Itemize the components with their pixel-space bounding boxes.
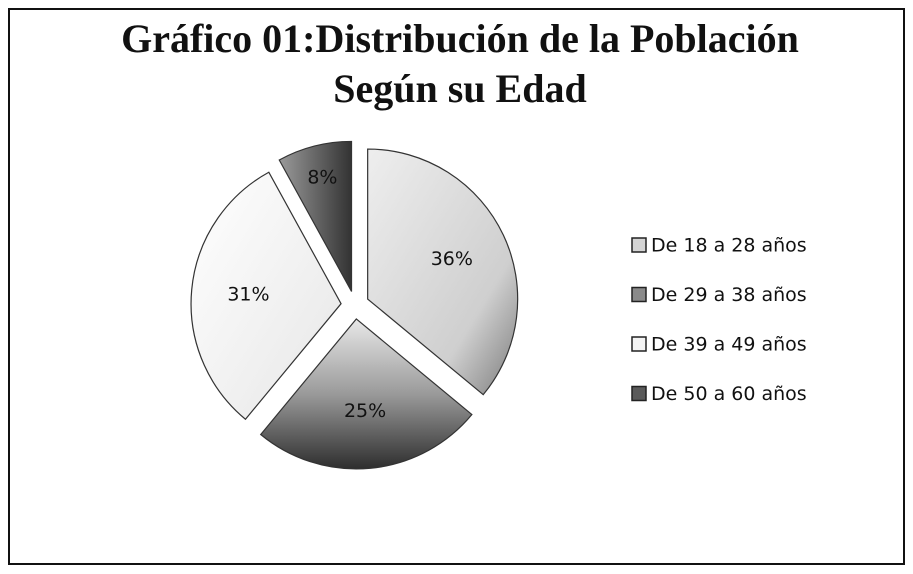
pie-slice [367, 148, 519, 396]
chart-frame [8, 8, 905, 565]
legend-label: De 29 a 38 años [651, 284, 807, 306]
data-label: 25% [344, 400, 386, 422]
pie-slice [190, 171, 342, 421]
data-label: 8% [307, 167, 337, 189]
pie-slice [259, 318, 473, 470]
legend-label: De 50 a 60 años [651, 383, 807, 405]
data-label: 31% [227, 283, 269, 305]
data-label: 36% [431, 248, 473, 270]
legend-label: De 18 a 28 años [651, 235, 807, 257]
legend-swatch [631, 237, 647, 253]
pie-slice [278, 140, 353, 292]
legend-swatch [631, 336, 647, 352]
chart-title: Gráfico 01:Distribución de la Población … [121, 16, 799, 111]
legend-label: De 39 a 49 años [651, 334, 807, 356]
legend-swatch [631, 286, 647, 303]
legend-swatch [631, 385, 647, 402]
